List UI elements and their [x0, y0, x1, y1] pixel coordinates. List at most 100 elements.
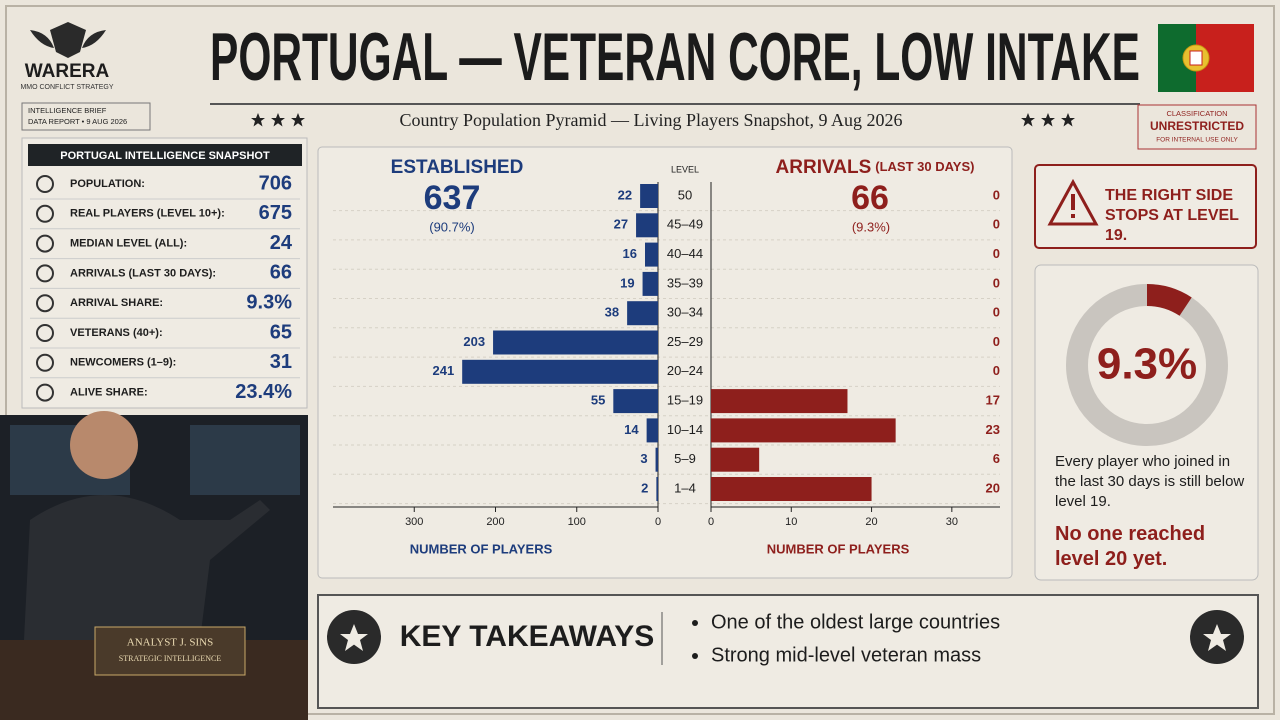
row-icon — [36, 353, 54, 372]
bullet — [692, 653, 698, 659]
snapshot-label: MEDIAN LEVEL (ALL): — [70, 238, 187, 250]
snapshot-value: 65 — [270, 321, 292, 343]
category-label: 10–14 — [667, 422, 703, 437]
value-label: 16 — [623, 246, 637, 261]
category-label: 45–49 — [667, 217, 703, 232]
row-icon — [36, 324, 54, 342]
value-label: 22 — [618, 187, 632, 202]
nameplate — [94, 626, 246, 676]
x-tick-label: 200 — [486, 516, 504, 528]
snapshot-value: 23.4% — [235, 381, 292, 403]
snapshot-title: PORTUGAL INTELLIGENCE SNAPSHOT — [60, 150, 270, 162]
series-share: (90.7%) — [429, 219, 475, 234]
alert-icon — [1071, 194, 1075, 210]
category-label: 35–39 — [667, 275, 703, 290]
photo-screen — [190, 425, 300, 495]
bar — [711, 418, 896, 443]
bar — [656, 477, 658, 501]
legend: ARRIVALS (LAST 30 DAYS) — [776, 157, 975, 178]
legend-name: ARRIVALS — [776, 157, 872, 178]
bar — [655, 447, 658, 472]
series-total: 637 — [424, 179, 481, 217]
row-icon — [36, 175, 54, 193]
value-label: 27 — [614, 217, 628, 232]
category-label: 15–19 — [667, 393, 703, 408]
value-label: 23 — [986, 422, 1000, 437]
logo-shield — [50, 22, 86, 58]
legend: ESTABLISHED — [391, 157, 524, 178]
row-icon — [36, 383, 54, 402]
analyst-name: ANALYST J. SINS — [127, 637, 213, 649]
value-label: 38 — [605, 305, 619, 320]
snapshot-label: ARRIVAL SHARE: — [70, 297, 163, 309]
x-tick-label: 0 — [655, 516, 661, 528]
subtitle: Country Population Pyramid — Living Play… — [400, 110, 903, 130]
x-tick-label: 0 — [708, 516, 714, 528]
snapshot-value: 31 — [270, 351, 292, 373]
snapshot-value: 675 — [259, 202, 292, 224]
category-label: 5–9 — [674, 451, 696, 466]
alert-icon — [1071, 214, 1075, 218]
value-label: 14 — [624, 422, 639, 437]
snapshot-label: ALIVE SHARE: — [70, 387, 148, 399]
value-label: 0 — [993, 217, 1000, 232]
donut-note: Every player who joined in the last 30 d… — [1055, 453, 1245, 510]
bar — [493, 330, 658, 355]
snapshot-value: 706 — [259, 172, 292, 194]
bar — [711, 389, 848, 414]
snapshot-value: 66 — [270, 262, 292, 284]
snapshot-label: POPULATION: — [70, 178, 145, 190]
category-label: 30–34 — [667, 305, 703, 320]
value-label: 0 — [993, 363, 1000, 378]
snapshot-value: 24 — [270, 232, 293, 254]
bar — [462, 359, 658, 384]
legend-note: (LAST 30 DAYS) — [875, 159, 974, 174]
snapshot-label: ARRIVALS (LAST 30 DAYS): — [70, 267, 216, 279]
series-total: 66 — [851, 179, 889, 217]
takeaway: Strong mid-level veteran mass — [711, 644, 981, 666]
snapshot-label: VETERANS (40+): — [70, 327, 163, 339]
value-label: 241 — [432, 363, 454, 378]
bar — [711, 477, 872, 501]
x-tick-label: 10 — [785, 516, 797, 528]
series-share: (9.3%) — [852, 219, 890, 234]
snapshot-header — [28, 144, 302, 166]
photo-head — [70, 411, 138, 479]
alert-icon — [1047, 178, 1099, 226]
bar — [646, 418, 658, 443]
value-label: 0 — [993, 187, 1000, 202]
value-label: 20 — [986, 480, 1000, 495]
bar — [640, 184, 658, 208]
value-label: 0 — [993, 305, 1000, 320]
row-icon — [36, 264, 54, 283]
bar — [642, 271, 658, 296]
x-tick-label: 30 — [946, 516, 958, 528]
bar — [711, 447, 760, 472]
class-heading: CLASSIFICATION — [1166, 109, 1227, 118]
bullet — [692, 620, 698, 626]
category-label: 25–29 — [667, 334, 703, 349]
level-label: LEVEL — [671, 164, 699, 174]
alert-panel — [1034, 164, 1257, 249]
class-box — [1137, 104, 1257, 150]
category-label: 50 — [678, 187, 692, 202]
snapshot-panel — [21, 137, 308, 409]
report: DATA REPORT • 9 AUG 2026 — [28, 117, 127, 126]
brief: INTELLIGENCE BRIEF — [28, 106, 107, 115]
value-label: 0 — [993, 334, 1000, 349]
value-label: 0 — [993, 275, 1000, 290]
x-axis-label: NUMBER OF PLAYERS — [410, 541, 553, 556]
bar — [636, 213, 658, 238]
x-tick-label: 100 — [568, 516, 586, 528]
x-tick-label: 300 — [405, 516, 423, 528]
legend-name: ESTABLISHED — [391, 157, 524, 178]
value-label: 203 — [463, 334, 485, 349]
category-label: 20–24 — [667, 363, 703, 378]
bar — [627, 301, 658, 326]
takeaway: One of the oldest large countries — [711, 611, 1000, 633]
snapshot-label: REAL PLAYERS (LEVEL 10+): — [70, 208, 225, 220]
takeaways-panel — [317, 594, 1259, 709]
value-label: 55 — [591, 393, 605, 408]
row-icon — [36, 294, 54, 313]
